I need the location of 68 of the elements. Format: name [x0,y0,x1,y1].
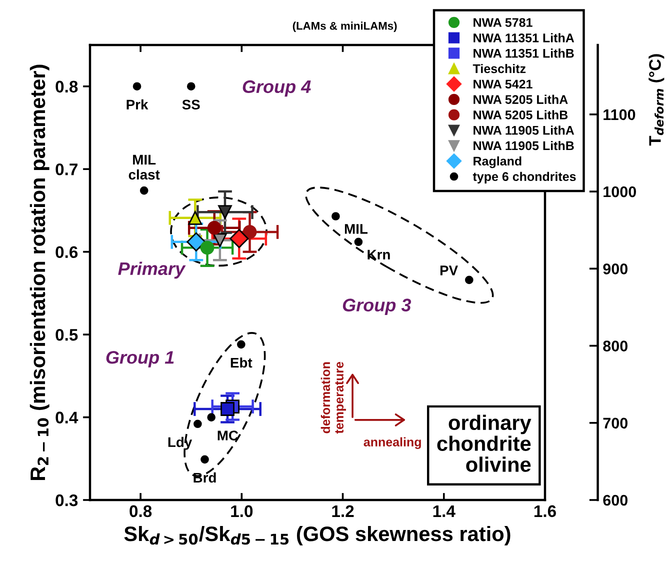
legend-label: NWA 5421 [474,80,532,89]
legend-label: Tieschitz [472,64,526,74]
annotation: Group 3 [342,298,412,316]
point [207,413,216,422]
y2-tick-label: 1100 [604,109,636,120]
y2-tick-label: 900 [603,264,628,274]
annotation: Ldy [168,436,192,450]
point [140,186,148,195]
legend-label: NWA 11905 LithA [474,126,574,135]
annotation: PV [440,266,458,276]
y-tick-label: 0.4 [56,412,78,424]
point [332,212,340,220]
point [194,420,202,428]
y-tick-label: 0.6 [56,246,78,258]
annotation: MIL clast [128,154,160,180]
y2-tick-label: 700 [603,418,628,429]
annotation: Krn [368,250,390,260]
text: (LAMs & miniLAMs) [292,22,397,32]
point [132,82,142,91]
legend-label: NWA 11905 LithB [474,140,574,150]
annotation: Brd [194,472,216,483]
legend-label: NWA 11351 LithB [474,48,574,58]
x-tick-label: 1.6 [534,505,556,518]
annotation: Primary [118,262,186,279]
y-axis-title: R$_{2−10}$ (misorientation rotation parameter) [30,64,50,480]
point [186,82,196,91]
point [200,455,209,464]
point [186,232,206,252]
annotation: Prk [126,99,148,110]
annotation: annealing [364,437,421,449]
y2-axis-title: T$_{deform}$ (°C) [648,54,664,146]
y2-tick-label: 600 [603,494,628,506]
point [236,340,246,349]
point [230,229,249,248]
y2-tick-label: 1000 [604,186,636,198]
y-tick-label: 0.8 [56,80,78,93]
x-axis-title: Sk$_{d>50}$/Sk$_{d5−15}$ (GOS skewness ratio) [124,526,510,546]
point [200,240,214,255]
y-tick-label: 0.7 [56,163,78,176]
x-tick-label: 0.8 [130,505,152,518]
x-tick-label: 1.0 [231,505,253,518]
point [354,238,363,246]
legend-label: NWA 5205 LithB [474,110,568,120]
point [212,233,227,248]
point [220,402,234,416]
y-tick-label: 0.3 [56,494,78,506]
legend-label: Ragland [474,156,522,168]
annotation: ordinary chondrite olivine [437,414,532,472]
legend-label: NWA 5781 [474,18,532,27]
point [218,205,232,220]
point [242,225,257,239]
annotation: MC [218,430,238,440]
point [465,276,474,284]
annotation: SS [182,100,200,110]
annotation: deformation temperature [320,362,346,434]
y2-tick-label: 800 [603,340,628,352]
annotation: Ebt [230,357,252,368]
annotation: MIL [344,224,368,234]
annotation: Group 4 [242,80,311,97]
y-tick-label: 0.5 [56,328,78,341]
annotation: Group 1 [106,351,174,368]
x-tick-label: 1.2 [332,505,354,517]
legend-label: NWA 5205 LithA [474,94,568,104]
legend-label: NWA 11351 LithA [474,33,574,42]
point [207,220,222,235]
legend-label: type 6 chondrites [472,172,576,184]
x-tick-label: 1.4 [433,505,456,517]
point [188,210,202,225]
